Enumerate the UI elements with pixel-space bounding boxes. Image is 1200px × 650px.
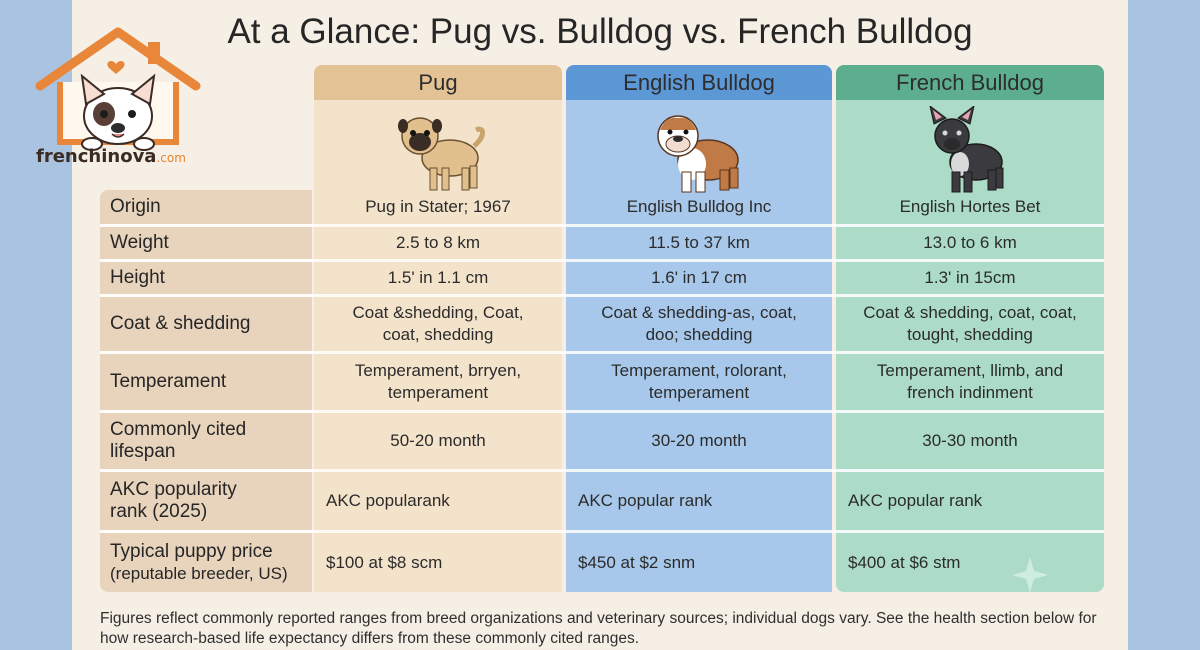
table-cell: 1.5' in 1.1 cm [387, 268, 489, 287]
sparkle-icon [1012, 557, 1048, 593]
column-header-french-bulldog: French Bulldog [836, 65, 1104, 100]
table-cell: AKC popularank [326, 491, 450, 510]
row-divider [100, 351, 1104, 354]
row-label: Coat & shedding [100, 297, 312, 351]
table-cell: 30-20 month [651, 431, 747, 450]
table-cell: 1.6' in 17 cm [651, 268, 747, 287]
table-cell: $450 at $2 snm [578, 552, 696, 572]
row-label: Commonly cited lifespan [100, 413, 312, 469]
footnote: Figures reflect commonly reported ranges… [100, 610, 1097, 647]
table-cell: Temperament, llimb, and french indinment [876, 361, 1064, 402]
page-title: At a Glance: Pug vs. Bulldog vs. French … [227, 12, 973, 51]
table-cell: 11.5 to 37 km [648, 233, 750, 252]
table-cell: AKC popular rank [848, 491, 983, 510]
table-row-origin: Origin Pug in Stater; 1967 English Bulld… [100, 190, 1104, 224]
row-divider [100, 224, 1104, 227]
french-bulldog-illustration [929, 106, 1004, 193]
table-row-coat-shedding: Coat & shedding Coat &shedding, Coat, co… [100, 297, 1104, 351]
table-cell: 2.5 to 8 km [395, 233, 481, 252]
row-divider [100, 259, 1104, 262]
table-cell: English Hortes Bet [899, 197, 1041, 216]
table-row-height: Height 1.5' in 1.1 cm 1.6' in 17 cm 1.3'… [100, 262, 1104, 294]
table-cell: $400 at $6 stm [848, 552, 961, 572]
column-body-pug [314, 100, 562, 592]
table-cell: Coat & shedding, coat, coat, tought, she… [863, 303, 1077, 344]
row-label: AKC popularity rank (2025) [100, 472, 312, 530]
row-label-title: Typical puppy price [110, 540, 273, 562]
table-cell: Pug in Stater; 1967 [365, 197, 511, 216]
row-label: Temperament [100, 354, 312, 410]
row-divider [100, 530, 1104, 533]
column-header-english-bulldog: English Bulldog [566, 65, 832, 100]
table-cell: Temperament, brryen, temperament [354, 361, 522, 402]
table-cell: English Bulldog Inc [626, 197, 772, 216]
table-row-puppy-price: Typical puppy price (reputable breeder, … [100, 533, 1104, 592]
house-logo-icon [35, 27, 201, 151]
table-cell: AKC popular rank [578, 491, 713, 510]
table-cell: Temperament, rolorant, temperament [611, 361, 787, 402]
row-label: Origin [100, 190, 312, 224]
table-cell: 30-30 month [922, 431, 1018, 450]
row-label: Typical puppy price (reputable breeder, … [100, 533, 312, 592]
row-divider [100, 294, 1104, 297]
english-bulldog-illustration [657, 115, 739, 193]
row-divider [100, 469, 1104, 472]
table-cell: $100 at $8 scm [326, 552, 443, 572]
table-cell: Coat &shedding, Coat, coat, shedding [352, 303, 524, 344]
logo-wordmark: frenchinova.com [36, 146, 186, 167]
table-row-temperament: Temperament Temperament, brryen, tempera… [100, 354, 1104, 410]
table-cell: Coat & shedding-as, coat, doo; shedding [601, 303, 797, 344]
row-label: Weight [100, 227, 312, 259]
table-cell: 13.0 to 6 km [923, 233, 1017, 252]
row-label-subtitle: (reputable breeder, US) [110, 563, 288, 583]
table-cell: 50-20 month [390, 431, 486, 450]
pug-illustration [398, 117, 485, 191]
row-divider [100, 410, 1104, 413]
table-cell: 1.3' in 15cm [924, 268, 1016, 287]
table-row-lifespan: Commonly cited lifespan 50-20 month 30-2… [100, 413, 1104, 469]
table-row-weight: Weight 2.5 to 8 km 11.5 to 37 km 13.0 to… [100, 227, 1104, 259]
column-header-pug: Pug [314, 65, 562, 100]
table-row-akc-rank: AKC popularity rank (2025) AKC popularan… [100, 472, 1104, 530]
row-label: Height [100, 262, 312, 294]
